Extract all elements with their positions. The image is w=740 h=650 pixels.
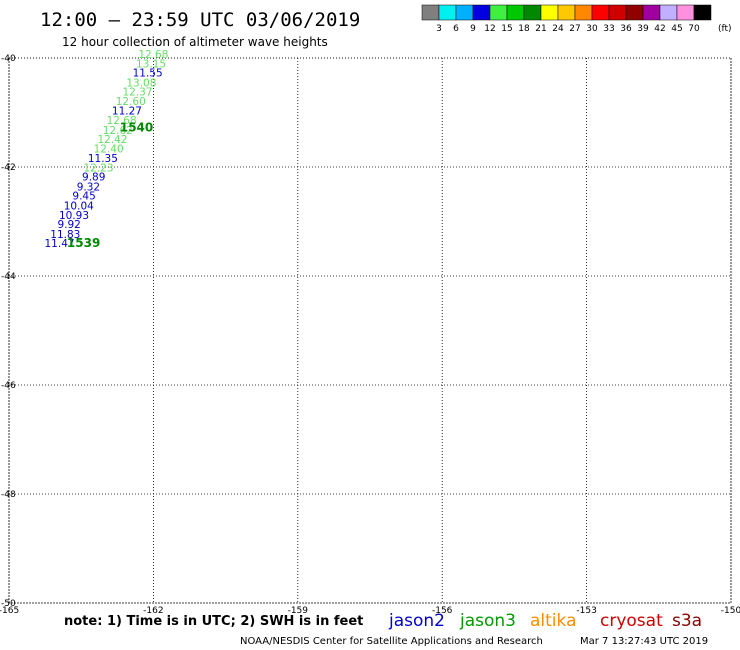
wave-height-label: 12.60 [116,96,146,108]
wave-height-label: 13.15 [136,58,166,70]
colorbar-swatch [438,4,457,21]
colorbar-tick-label: 3 [436,24,442,34]
x-tick-label: -159 [288,606,309,616]
x-tick-label: -165 [0,606,19,616]
wave-height-label: 9.89 [82,172,105,184]
wave-height-label: 10.04 [64,201,94,213]
x-tick-label: -153 [576,606,596,616]
timestamp-text: Mar 7 13:27:43 UTC 2019 [580,636,708,647]
satellite-legend: jason2 jason3 altika cryosat s3a [388,611,702,631]
satellite-legend-jason2: jason2 [388,611,445,631]
wave-height-label: 11.27 [112,106,142,118]
colorbar-swatch [676,4,695,21]
colorbar-tick-label: 12 [484,24,495,34]
colorbar-tick-label: 42 [654,24,665,34]
colorbar-tick-label: 36 [620,24,632,34]
colorbar-tick-label: 45 [671,24,682,34]
chart-subtitle: 12 hour collection of altimeter wave hei… [62,35,328,49]
colorbar-swatch [455,4,474,21]
x-tick-label: -150 [721,606,740,616]
note-text: note: 1) Time is in UTC; 2) SWH is in fe… [64,614,363,629]
colorbar-swatch [591,4,610,21]
grid: -165 -162 -159 -156 -153 -150 -40 -42 -44 -46 -48 -… [0,54,740,616]
colorbar: 3 6 9 12 15 18 21 24 27 30 33 36 39 42 45 70 (ft) [421,4,732,34]
colorbar-swatch [608,4,627,21]
credit-text: NOAA/NESDIS Center for Satellite Applica… [240,636,543,647]
wave-height-label: 11.55 [133,68,163,80]
satellite-legend-altika: altika [530,611,577,631]
y-tick-label: -40 [1,54,16,64]
colorbar-tick-label: 33 [603,24,614,34]
colorbar-swatch [642,4,661,21]
wave-height-label: 9.32 [77,181,100,193]
colorbar-swatch [540,4,559,21]
x-tick-label: -156 [432,606,453,616]
colorbar-swatch [574,4,593,21]
y-tick-label: -48 [1,490,16,500]
y-tick-label: -42 [1,163,16,173]
colorbar-tick-label: 21 [535,24,546,34]
colorbar-tick-label: 39 [637,24,649,34]
wave-height-label: 12.62 [103,125,133,137]
wave-height-label: 11.83 [50,229,80,241]
pass-time-label: 1540 [120,121,153,135]
y-tick-label: -50 [1,599,16,609]
satellite-legend-cryosat: cryosat [600,611,663,631]
colorbar-tick-label: 30 [586,24,598,34]
colorbar-swatch [693,4,712,21]
wave-height-label: 11.35 [88,153,118,165]
y-tick-label: -46 [1,381,16,391]
data-points: 12.6813.1511.5513.0812.3712.6011.2712.68… [45,49,169,250]
colorbar-unit: (ft) [718,24,732,34]
colorbar-swatch [489,4,508,21]
colorbar-tick-label: 6 [453,24,459,34]
y-tick-label: -44 [1,272,16,282]
wave-height-label: 12.40 [94,143,124,155]
chart-title: 12:00 – 23:59 UTC 03/06/2019 [40,9,360,31]
colorbar-tick-label: 27 [569,24,580,34]
colorbar-swatch [472,4,491,21]
colorbar-tick-label: 18 [518,24,530,34]
colorbar-tick-label: 24 [552,24,564,34]
wave-height-label: 9.45 [72,191,95,203]
wave-height-label: 12.68 [107,115,137,127]
wave-height-label: 11.47 [45,238,75,250]
satellite-legend-jason3: jason3 [459,611,516,631]
wave-height-label: 12.42 [97,134,127,146]
x-tick-label: -162 [143,606,163,616]
colorbar-swatch [523,4,542,21]
colorbar-tick-label: 15 [501,24,512,34]
pass-time-label: 1539 [67,236,100,250]
colorbar-swatch [421,4,440,21]
colorbar-swatch [506,4,525,21]
wave-height-label: 12.68 [138,49,168,61]
colorbar-swatch [557,4,576,21]
wave-height-label: 12.23 [83,162,113,174]
wave-height-label: 12.37 [122,87,152,99]
wave-height-label: 9.92 [57,219,80,231]
colorbar-tick-label: 70 [688,24,700,34]
colorbar-swatch [659,4,678,21]
satellite-legend-s3a: s3a [672,611,702,631]
colorbar-tick-label: 9 [470,24,476,34]
wave-height-label: 13.08 [126,77,156,89]
wave-height-label: 10.93 [59,210,89,222]
colorbar-swatch [625,4,644,21]
